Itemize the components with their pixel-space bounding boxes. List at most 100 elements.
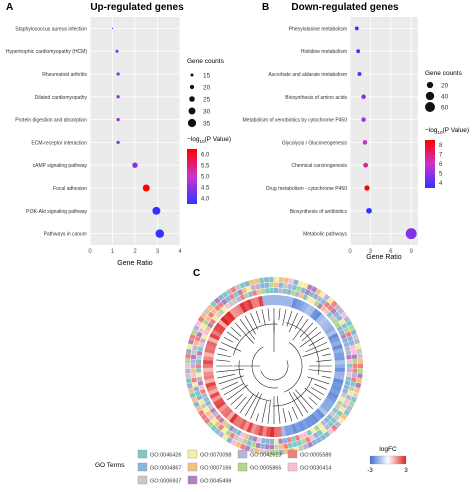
- go-term-cell: [210, 308, 218, 315]
- logfc-cell: [253, 424, 261, 436]
- go-term-cell: [246, 440, 252, 447]
- logfc-cell: [246, 422, 254, 433]
- go-term-label: GO:0045499: [200, 479, 232, 485]
- logfc-cell: [209, 391, 221, 400]
- panel-b-size-legend: 20 40 60: [425, 81, 449, 112]
- go-term-cell: [247, 291, 254, 298]
- dendrogram-branch: [230, 394, 243, 406]
- go-term-cell: [217, 294, 225, 301]
- go-term-cell: [336, 400, 343, 407]
- go-term-cell: [312, 432, 320, 439]
- go-term-cell: [323, 423, 331, 431]
- go-term-cell: [196, 331, 203, 338]
- go-term-cell: [327, 427, 335, 435]
- dendrogram-branch: [310, 387, 325, 396]
- go-term-cell: [188, 387, 195, 394]
- logfc-cell: [327, 332, 339, 341]
- go-term-cell: [239, 443, 246, 450]
- go-term-cell: [327, 297, 334, 304]
- go-term-cell: [274, 444, 279, 450]
- go-term-cell: [256, 437, 262, 443]
- category-label: Glycolysis / Gluconeogenesis: [282, 140, 348, 146]
- colorbar-tick-label: 5.0: [201, 175, 210, 181]
- dendrogram-branch: [282, 309, 287, 326]
- logfc-cell: [306, 306, 316, 317]
- go-term-cell: [296, 285, 302, 292]
- category-label: Focal adhesion: [53, 186, 87, 192]
- go-term-cell: [194, 390, 201, 397]
- go-term-cell: [201, 392, 208, 399]
- go-term-cell: [254, 447, 260, 454]
- dendrogram-branch: [223, 383, 244, 396]
- logfc-cell: [317, 316, 328, 327]
- go-term-cell: [348, 324, 355, 331]
- go-term-cell: [302, 443, 309, 450]
- go-term-cell: [282, 283, 288, 289]
- logfc-cell: [315, 313, 326, 324]
- dendrogram-branch: [216, 359, 231, 362]
- panel-a-label: A: [6, 2, 13, 13]
- panel-c-dendrogram: [216, 308, 332, 424]
- go-term-cell: [343, 341, 350, 348]
- go-term-label: GO:0005865: [250, 466, 282, 472]
- go-term-cell: [185, 378, 192, 384]
- category-label: Biosynthesis of amino acids: [285, 95, 347, 101]
- go-term-cell: [294, 434, 301, 441]
- panel-b-title: Down-regulated genes: [291, 2, 399, 13]
- go-term-cell: [202, 406, 210, 414]
- dendrogram-branch: [308, 397, 318, 406]
- go-term-cell: [279, 449, 285, 455]
- logfc-cell: [274, 295, 279, 306]
- go-term-cell: [205, 400, 212, 407]
- go-term-cell: [331, 407, 339, 414]
- data-point: [111, 27, 114, 29]
- go-term-cell: [334, 403, 341, 410]
- go-term-cell: [252, 436, 258, 442]
- logfc-cell: [303, 304, 313, 315]
- dendrogram-branch: [220, 381, 239, 390]
- go-term-cell: [274, 282, 279, 288]
- go-term-cell: [334, 421, 342, 428]
- go-term-cell: [290, 436, 296, 442]
- go-term-cell: [205, 315, 212, 322]
- logfc-cell: [261, 295, 268, 306]
- go-term-cell: [218, 417, 225, 424]
- size-legend-label: 30: [203, 109, 211, 116]
- logfc-legend-title: logFC: [379, 446, 397, 453]
- go-term-cell: [214, 420, 221, 428]
- go-term-cell: [320, 305, 327, 313]
- panel-b-plot-bg: [350, 17, 418, 245]
- category-label: Hypertrophic cardiomyopathy (HCM): [6, 49, 87, 55]
- go-term-cell: [292, 441, 298, 448]
- colorbar-tick-label: 4: [439, 181, 443, 187]
- go-term-cell: [221, 298, 228, 306]
- data-point: [354, 26, 359, 31]
- logfc-cell: [223, 313, 233, 324]
- data-point: [366, 207, 372, 214]
- go-term-cell: [334, 303, 342, 311]
- go-term-cell: [231, 298, 238, 305]
- go-term-swatch: [237, 462, 248, 472]
- go-term-cell: [190, 368, 196, 374]
- go-term-cell: [350, 377, 357, 383]
- size-legend-dot: [189, 96, 195, 102]
- go-term-cell: [187, 338, 195, 345]
- go-term-cell: [207, 403, 214, 411]
- go-term-label: GO:0004867: [150, 466, 182, 472]
- go-term-cell: [195, 405, 203, 412]
- go-term-cell: [342, 388, 349, 395]
- go-term-cell: [278, 443, 284, 450]
- dendrogram-branch: [218, 375, 244, 385]
- dendrogram-branch: [244, 315, 257, 335]
- go-term-cell: [323, 416, 330, 424]
- x-tick-label: 9: [410, 249, 414, 255]
- data-point: [132, 162, 138, 168]
- logfc-cell: [333, 374, 345, 381]
- inner-circle: [214, 306, 334, 426]
- size-legend-dot: [190, 73, 194, 77]
- go-term-cell: [302, 282, 309, 289]
- go-term-cell: [333, 311, 340, 318]
- logfc-cell: [215, 322, 226, 332]
- go-term-cell: [352, 363, 358, 369]
- logfc-cell: [242, 420, 251, 432]
